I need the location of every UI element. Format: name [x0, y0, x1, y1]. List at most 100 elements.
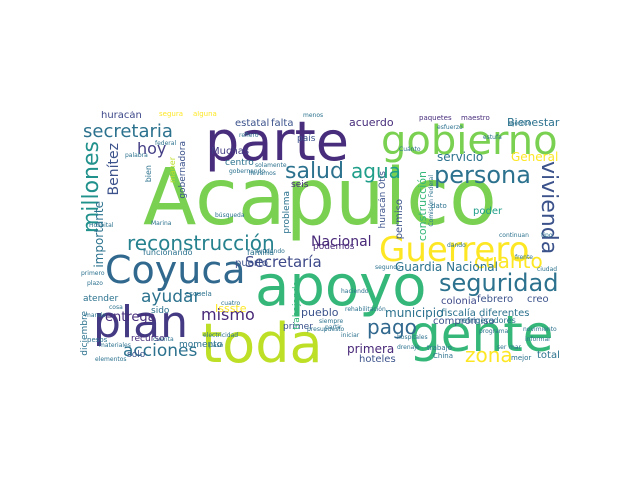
- word-funcionando: funcionando: [143, 248, 193, 257]
- word-programa: programa: [479, 328, 509, 335]
- word-pago: pago: [367, 315, 417, 339]
- word-gobierno: gobierno: [381, 118, 558, 164]
- word-plan: plan: [93, 297, 189, 348]
- word-gobernando: gobernando: [229, 168, 266, 175]
- word-cuenta: cuenta: [153, 336, 174, 343]
- word-ayudar: ayudar: [141, 287, 201, 307]
- word-primera: primera: [347, 342, 395, 356]
- word-trabajo: trabajo: [427, 344, 452, 352]
- word-importante: importante: [92, 201, 106, 268]
- word-llevamos: llevamos: [249, 170, 276, 177]
- word-dato: dato: [431, 202, 447, 210]
- word-hospital: Hospital: [89, 222, 114, 229]
- word-electricidad: electricidad: [203, 332, 239, 339]
- word-diferentes: diferentes: [479, 308, 530, 319]
- word-podemos: podemos: [313, 242, 355, 252]
- word-hoy: hoy: [137, 139, 167, 158]
- word-drenaje: drenaje: [397, 344, 420, 351]
- word-partir: partir: [325, 324, 342, 331]
- word-haciendo: haciendo: [341, 288, 369, 295]
- word-paso: pasó: [209, 342, 224, 349]
- word-sido: sido: [151, 306, 170, 316]
- word-muchas: Muchas: [211, 146, 250, 157]
- word-segura: segura: [159, 111, 184, 118]
- word-mejor: mejor: [511, 354, 532, 362]
- word-servicio: servicio: [437, 150, 484, 164]
- word-palabra: palabra: [125, 152, 148, 159]
- word-materiales: materiales: [99, 342, 131, 349]
- word-tipo: tipo: [541, 232, 553, 239]
- word-salud: salud: [285, 159, 344, 184]
- word-guardia-nacional: Guardia Nacional: [395, 260, 498, 274]
- word-siempre: siempre: [319, 318, 344, 325]
- word-acciones: acciones: [123, 341, 198, 361]
- word-esfuerzo: esfuerzo: [437, 124, 463, 131]
- word-puerto: puerto: [235, 258, 268, 269]
- word-acuerdo: acuerdo: [349, 116, 394, 129]
- word-busqueda: búsqueda: [215, 212, 245, 219]
- word-primero: primero: [81, 270, 105, 277]
- word-federal: federal: [155, 140, 177, 147]
- word-mismo: mismo: [201, 305, 255, 324]
- word-nacional: Nacional: [311, 234, 372, 250]
- word-construccion: construcción: [416, 171, 429, 242]
- word-familia: familia: [247, 248, 275, 257]
- word-ejercito: ejército: [509, 120, 532, 127]
- word-mar: mar: [509, 344, 521, 351]
- word-ayudando: ayudando: [255, 248, 285, 255]
- word-persona: persona: [434, 161, 531, 189]
- word-creo: creo: [527, 294, 549, 305]
- word-fiscalia: fiscalía: [441, 308, 476, 319]
- word-issste: Issste: [215, 302, 247, 315]
- word-presupuesto: presupuesto: [307, 326, 345, 333]
- word-bienestar: Bienestar: [507, 116, 560, 129]
- word-hoteles: hoteles: [359, 354, 396, 365]
- word-paquetes: paquetes: [419, 114, 452, 122]
- word-dando: dando: [447, 242, 466, 249]
- word-trabajando: trabajando: [292, 281, 302, 330]
- word-permiso: permiso: [394, 199, 405, 240]
- word-centro: centro: [225, 158, 254, 168]
- word-entrega: entrega: [105, 310, 156, 325]
- word-ciudad: ciudad: [537, 266, 558, 273]
- word-gobernadora: gobernadora: [178, 141, 188, 199]
- word-alguna: alguna: [193, 111, 217, 118]
- word-cuatro: cuatro: [221, 300, 241, 307]
- word-benitez: Benítez: [106, 143, 122, 196]
- word-vivienda: vivienda: [536, 161, 561, 255]
- word-frente: frente: [515, 254, 533, 261]
- word-iniciar: iniciar: [341, 332, 360, 339]
- word-maner: maner: [168, 157, 177, 183]
- word-plazo: plazo: [87, 280, 103, 287]
- word-elementos: elementos: [95, 356, 127, 363]
- word-china: China: [433, 352, 453, 360]
- word-bien: bien: [144, 165, 153, 183]
- word-escuela: escuela: [185, 290, 212, 298]
- word-hospitales: hospitales: [397, 334, 428, 341]
- word-momento: momento: [179, 340, 223, 350]
- word-cuanto: cuanto: [474, 249, 543, 273]
- word-novimiento: novimiento: [523, 326, 557, 333]
- word-pueblo: pueblo: [301, 306, 339, 319]
- word-poder: poder: [473, 206, 503, 217]
- word-atender: atender: [83, 294, 119, 304]
- word-comision-federal: Comisión Federal: [428, 175, 435, 227]
- word-compromiso: compromiso: [433, 316, 495, 327]
- word-refiero: refiero: [239, 132, 259, 139]
- word-zona: zona: [465, 343, 513, 367]
- word-pais: país: [297, 134, 316, 144]
- word-total: total: [537, 350, 560, 361]
- word-huracan-otis: huracán Otis: [378, 171, 388, 229]
- word-febrero: febrero: [477, 294, 514, 305]
- word-pesos: pesos: [87, 336, 108, 344]
- word-colonia: colonia: [441, 296, 477, 307]
- word-falta: falta: [271, 118, 294, 129]
- word-toda: toda: [201, 312, 323, 368]
- word-menos: menos: [303, 112, 324, 119]
- word-informar: informar: [525, 336, 551, 343]
- word-municipio: municipio: [385, 306, 444, 320]
- word-reconstruccion: reconstrucción: [127, 231, 275, 255]
- word-ser: ser: [497, 344, 507, 351]
- word-apoyo: apoyo: [255, 254, 427, 319]
- word-refrigeradores: refrigeradores: [459, 316, 516, 325]
